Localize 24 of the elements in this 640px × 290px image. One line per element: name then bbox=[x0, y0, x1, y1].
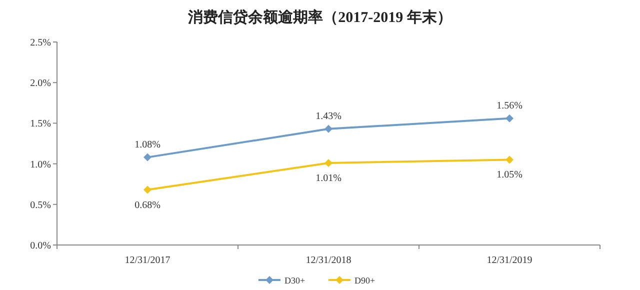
y-tick-label: 0.5% bbox=[30, 200, 51, 211]
point bbox=[324, 124, 332, 133]
y-tick-label: 2.5% bbox=[30, 38, 51, 48]
data-label: 1.56% bbox=[496, 100, 522, 112]
y-tick-label: 1.5% bbox=[30, 118, 51, 130]
legend-label: D30+ bbox=[284, 276, 306, 286]
y-tick-label: 1.0% bbox=[30, 159, 51, 170]
point bbox=[506, 114, 514, 122]
chart-title: 消费信贷余额逾期率（2017-2019 年末） bbox=[187, 8, 452, 26]
y-tick-label: 0.0% bbox=[30, 240, 51, 252]
x-tick-label: 12/31/2017 bbox=[124, 255, 170, 266]
point bbox=[144, 153, 152, 162]
y-tick-label: 2.0% bbox=[30, 78, 51, 90]
data-label: 1.08% bbox=[134, 139, 160, 150]
data-label: 1.43% bbox=[316, 110, 342, 122]
x-tick-label: 12/31/2019 bbox=[486, 255, 532, 266]
data-label: 1.01% bbox=[316, 172, 342, 184]
data-label: 1.05% bbox=[496, 170, 522, 181]
point bbox=[144, 186, 152, 194]
point bbox=[324, 158, 332, 167]
legend-label: D90+ bbox=[354, 276, 376, 286]
point bbox=[506, 156, 514, 164]
data-label: 0.68% bbox=[134, 200, 160, 211]
x-tick-label: 12/31/2018 bbox=[306, 255, 352, 266]
